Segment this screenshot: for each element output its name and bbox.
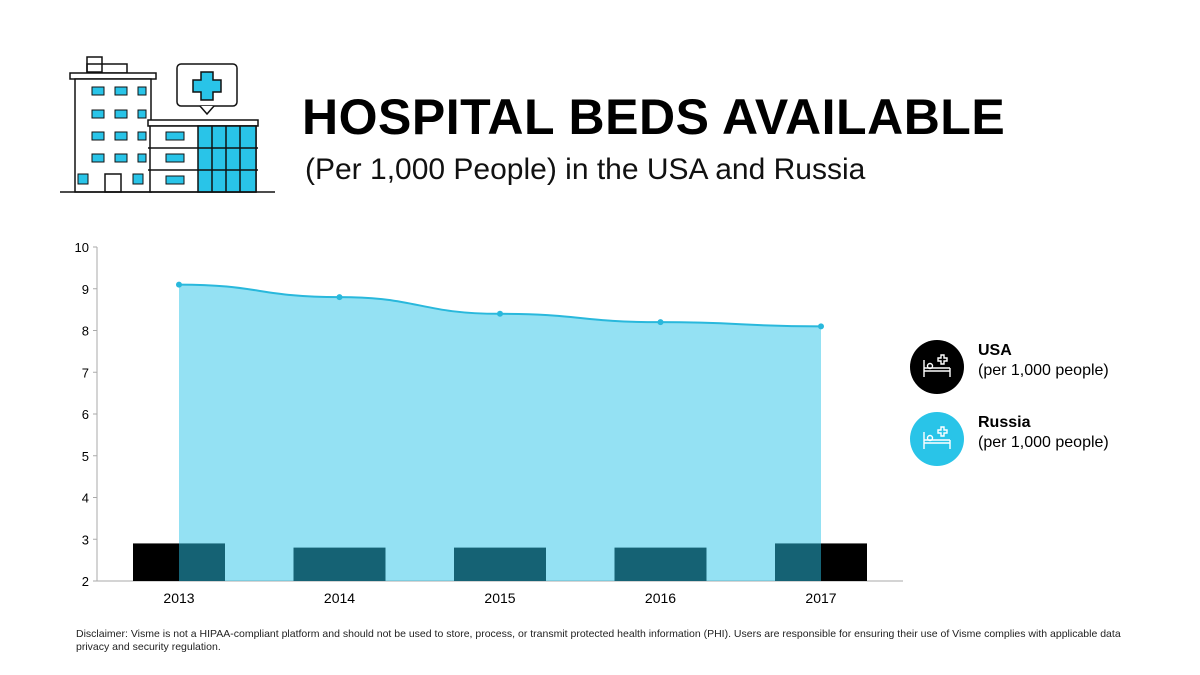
legend-label: Russia	[978, 414, 1031, 431]
point-russia	[176, 281, 182, 288]
point-russia	[818, 323, 824, 330]
legend-sublabel: (per 1,000 people)	[978, 362, 1109, 379]
y-tick-label: 4	[82, 491, 89, 506]
hospital-building-icon	[60, 56, 275, 193]
point-russia	[336, 294, 343, 301]
y-tick-label: 9	[82, 282, 89, 297]
hospital-bed-icon	[910, 340, 964, 394]
y-tick-label: 3	[82, 532, 89, 547]
y-tick-label: 6	[82, 407, 89, 422]
disclaimer: Disclaimer: Visme is not a HIPAA-complia…	[76, 628, 1121, 653]
y-tick-label: 7	[82, 365, 89, 380]
x-tick-label: 2014	[324, 590, 355, 606]
chart-subtitle: (Per 1,000 People) in the USA and Russia	[305, 153, 866, 186]
y-tick-label: 2	[82, 574, 89, 589]
hospital-bed-icon	[910, 412, 964, 466]
y-tick-label: 8	[82, 324, 89, 339]
chart-title: HOSPITAL BEDS AVAILABLE	[302, 89, 1006, 145]
legend-label: USA	[978, 342, 1012, 359]
legend-sublabel: (per 1,000 people)	[978, 434, 1109, 451]
y-tick-label: 5	[82, 449, 89, 464]
point-russia	[657, 319, 664, 326]
x-tick-label: 2016	[645, 590, 676, 606]
x-tick-label: 2017	[805, 590, 836, 606]
y-tick-label: 10	[75, 240, 89, 255]
point-russia	[497, 310, 503, 317]
area-russia	[179, 284, 821, 581]
x-tick-label: 2013	[163, 590, 194, 606]
x-tick-label: 2015	[484, 590, 515, 606]
